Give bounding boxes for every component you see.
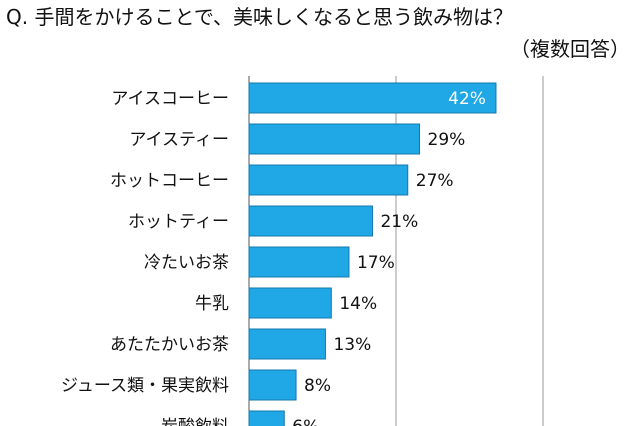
bar bbox=[248, 287, 332, 319]
bar bbox=[248, 369, 297, 401]
bar bbox=[248, 123, 421, 155]
category-label: あたたかいお茶 bbox=[110, 335, 229, 355]
category-label: アイスティー bbox=[129, 130, 229, 150]
data-label: 8% bbox=[304, 376, 331, 396]
bar bbox=[248, 328, 326, 360]
chart-subtitle: （複数回答） bbox=[510, 37, 630, 61]
category-label: 炭酸飲料 bbox=[161, 417, 229, 426]
data-label: 13% bbox=[333, 335, 371, 355]
bar bbox=[248, 246, 350, 278]
data-label: 6% bbox=[292, 417, 319, 426]
category-label: 牛乳 bbox=[195, 294, 229, 314]
bar bbox=[248, 205, 373, 237]
data-label: 14% bbox=[339, 294, 377, 314]
data-label: 42% bbox=[448, 89, 486, 109]
chart-title: Q. 手間をかけることで、美味しくなると思う飲み物は？ bbox=[6, 5, 514, 29]
bar bbox=[248, 164, 409, 196]
category-label: 冷たいお茶 bbox=[144, 253, 229, 273]
bar bbox=[248, 410, 285, 426]
category-label: ジュース類・果実飲料 bbox=[61, 376, 229, 396]
category-label: ホットティー bbox=[128, 212, 229, 232]
data-label: 21% bbox=[380, 212, 418, 232]
data-label: 17% bbox=[357, 253, 395, 273]
category-label: アイスコーヒー bbox=[111, 89, 229, 109]
data-label: 29% bbox=[428, 130, 466, 150]
data-label: 27% bbox=[416, 171, 454, 191]
category-label: ホットコーヒー bbox=[110, 171, 229, 191]
bar bbox=[248, 82, 497, 114]
